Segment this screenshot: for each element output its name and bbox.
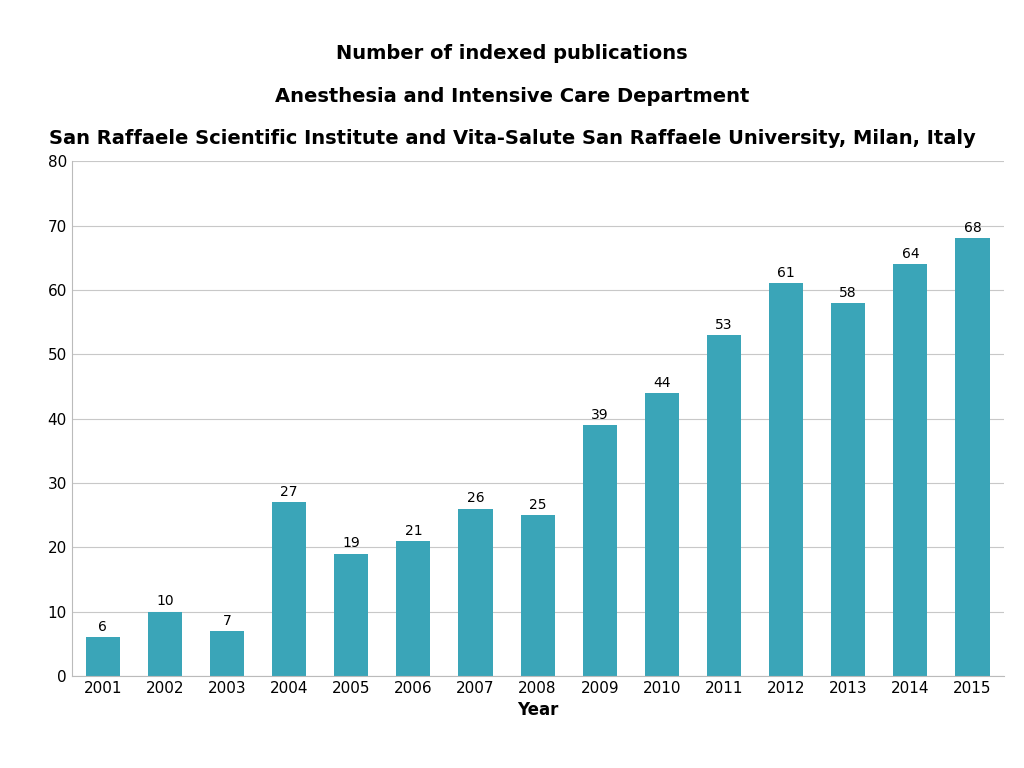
Bar	[520, 515, 555, 676]
Text: Number of indexed publications: Number of indexed publications	[336, 45, 688, 63]
Text: 26: 26	[467, 492, 484, 505]
Bar	[147, 611, 182, 676]
Bar	[769, 283, 803, 676]
Bar	[272, 502, 306, 676]
Text: 64: 64	[901, 247, 920, 261]
Bar	[955, 238, 989, 676]
Bar	[396, 541, 430, 676]
Bar	[210, 631, 244, 676]
Bar	[334, 554, 369, 676]
Text: 10: 10	[156, 594, 174, 608]
Text: 7: 7	[222, 614, 231, 627]
Bar	[893, 264, 928, 676]
Bar	[645, 393, 679, 676]
Bar	[86, 637, 120, 676]
Text: Anesthesia and Intensive Care Department: Anesthesia and Intensive Care Department	[274, 87, 750, 105]
Text: 27: 27	[281, 485, 298, 499]
Text: 53: 53	[715, 318, 733, 332]
Text: 6: 6	[98, 620, 108, 634]
Bar	[459, 508, 493, 676]
Text: 68: 68	[964, 221, 981, 235]
Text: 58: 58	[840, 286, 857, 300]
Text: 39: 39	[591, 408, 608, 422]
Text: San Raffaele Scientific Institute and Vita-Salute San Raffaele University, Milan: San Raffaele Scientific Institute and Vi…	[48, 129, 976, 147]
Text: 44: 44	[653, 376, 671, 389]
Text: 61: 61	[777, 266, 795, 280]
Text: 25: 25	[528, 498, 547, 511]
Bar	[707, 335, 741, 676]
X-axis label: Year: Year	[517, 701, 558, 720]
Text: 21: 21	[404, 524, 422, 538]
Bar	[831, 303, 865, 676]
Bar	[583, 425, 616, 676]
Text: 19: 19	[342, 536, 360, 551]
